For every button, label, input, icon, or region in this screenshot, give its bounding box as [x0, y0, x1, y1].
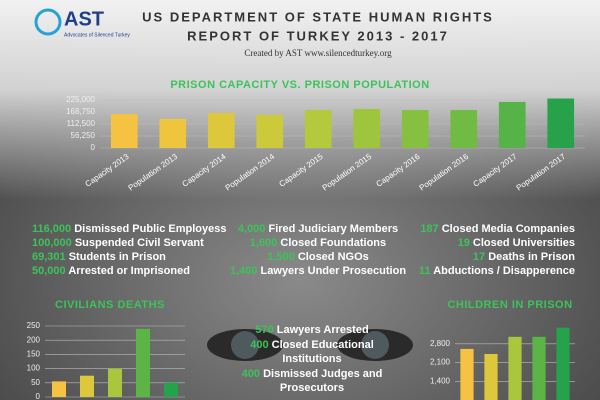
y-tick-label: 1,400 — [430, 377, 451, 386]
stat-text: Institutions — [282, 353, 341, 365]
bar — [164, 382, 178, 397]
bar — [556, 327, 570, 400]
stat-number: 187 — [420, 223, 438, 235]
stat: 1,400 Lawyers Under Prosecution — [230, 265, 406, 277]
bar — [498, 101, 526, 148]
bar — [401, 110, 429, 148]
stat-text: Closed NGOs — [298, 251, 369, 263]
bar — [256, 114, 284, 148]
stat-number: 17 — [473, 251, 485, 263]
logo: AST — [64, 8, 104, 30]
chart-title: CIVILIANS DEATHS — [55, 299, 165, 311]
stat: 187 Closed Media Companies — [420, 223, 575, 235]
chart-title: PRISON CAPACITY VS. PRISON POPULATION — [170, 79, 429, 91]
stat-text: Closed Universities — [473, 237, 575, 249]
stat-text: Suspended Civil Servant — [75, 237, 204, 249]
y-tick-label: 0 — [36, 392, 41, 400]
bar — [460, 348, 474, 400]
y-tick-label: 56,250 — [71, 131, 96, 140]
y-tick-label: 112,500 — [67, 119, 96, 128]
stat-number: 19 — [458, 237, 470, 249]
iris — [361, 331, 389, 359]
title-line: REPORT OF TURKEY 2013 - 2017 — [187, 28, 449, 43]
stat-number: 400 — [242, 368, 260, 380]
stat-text: Students in Prison — [69, 251, 166, 263]
stat: Prosecutors — [280, 382, 344, 394]
bar — [450, 110, 478, 148]
stat-number: 11 — [419, 265, 431, 277]
stat-text: Dismissed Public Employess — [74, 223, 226, 235]
logo-mark — [34, 8, 62, 36]
stat-number: 570 — [255, 324, 273, 336]
stat: 400 Dismissed Judges and — [242, 368, 383, 380]
stat-text: Dismissed Judges and — [263, 368, 382, 380]
stat-text: Lawyers Arrested — [277, 324, 369, 336]
bar — [353, 108, 381, 148]
stat-text: Lawyers Under Prosecution — [261, 265, 407, 277]
bar — [547, 98, 575, 148]
bar — [110, 114, 138, 148]
stat-text: Fired Judiciary Members — [268, 223, 398, 235]
y-tick-label: 0 — [91, 143, 96, 152]
stat-number: 69,301 — [32, 251, 66, 263]
stat: 400 Closed Educational — [250, 339, 374, 351]
y-tick-label: 250 — [27, 321, 41, 330]
bar — [136, 328, 150, 397]
stat: 17 Deaths in Prison — [473, 251, 575, 263]
stat: 4,000 Fired Judiciary Members — [238, 223, 398, 235]
logo-subtitle: Advocates of Silenced Turkey — [64, 32, 130, 38]
stat: 100,000 Suspended Civil Servant — [32, 237, 204, 249]
y-tick-label: 225,000 — [66, 95, 95, 104]
stat-number: 1,400 — [230, 265, 258, 277]
stat: 116,000 Dismissed Public Employess — [32, 223, 226, 235]
stat: 69,301 Students in Prison — [32, 251, 166, 263]
y-tick-label: 2,800 — [430, 339, 451, 348]
bar — [508, 336, 522, 400]
stat-text: Arrested or Imprisoned — [68, 265, 190, 277]
credit: Created by AST www.silencedturkey.org — [244, 48, 392, 58]
bar — [484, 354, 498, 400]
bar — [52, 381, 66, 397]
stat-number: 116,000 — [32, 223, 71, 235]
y-tick-label: 2,100 — [430, 358, 451, 367]
stat-number: 4,000 — [238, 223, 266, 235]
stat-text: Closed Educational — [272, 339, 374, 351]
y-tick-label: 50 — [31, 378, 40, 387]
stat: 50,000 Arrested or Imprisoned — [32, 265, 190, 277]
stat: 11 Abductions / Disapperence — [419, 265, 575, 277]
iris — [231, 331, 259, 359]
stat: 1,600 Closed Foundations — [250, 237, 386, 249]
stat-text: Closed Foundations — [280, 237, 386, 249]
bar — [159, 118, 187, 148]
stat-text: Deaths in Prison — [488, 251, 575, 263]
stat-number: 400 — [250, 339, 268, 351]
bar — [108, 368, 122, 397]
bar — [532, 336, 546, 400]
stat: 1,500 Closed NGOs — [267, 251, 369, 263]
y-tick-label: 168,750 — [66, 107, 95, 116]
stat-text: Closed Media Companies — [442, 223, 575, 235]
stat-number: 50,000 — [32, 265, 66, 277]
bar — [80, 375, 94, 397]
stat: 570 Lawyers Arrested — [255, 324, 368, 336]
title-line: US DEPARTMENT OF STATE HUMAN RIGHTS — [142, 9, 494, 24]
y-tick-label: 100 — [27, 364, 41, 373]
bar — [207, 113, 235, 148]
stat: 19 Closed Universities — [458, 237, 575, 249]
stat-number: 1,500 — [267, 251, 295, 263]
bar — [304, 110, 332, 148]
chart-title: CHILDREN IN PRISON — [447, 299, 572, 311]
stat-text: Abductions / Disapperence — [433, 265, 575, 277]
y-tick-label: 150 — [27, 350, 41, 359]
stat-number: 1,600 — [250, 237, 278, 249]
y-tick-label: 200 — [27, 335, 41, 344]
stat: Institutions — [282, 353, 341, 365]
stat-number: 100,000 — [32, 237, 72, 249]
stat-text: Prosecutors — [280, 382, 344, 394]
